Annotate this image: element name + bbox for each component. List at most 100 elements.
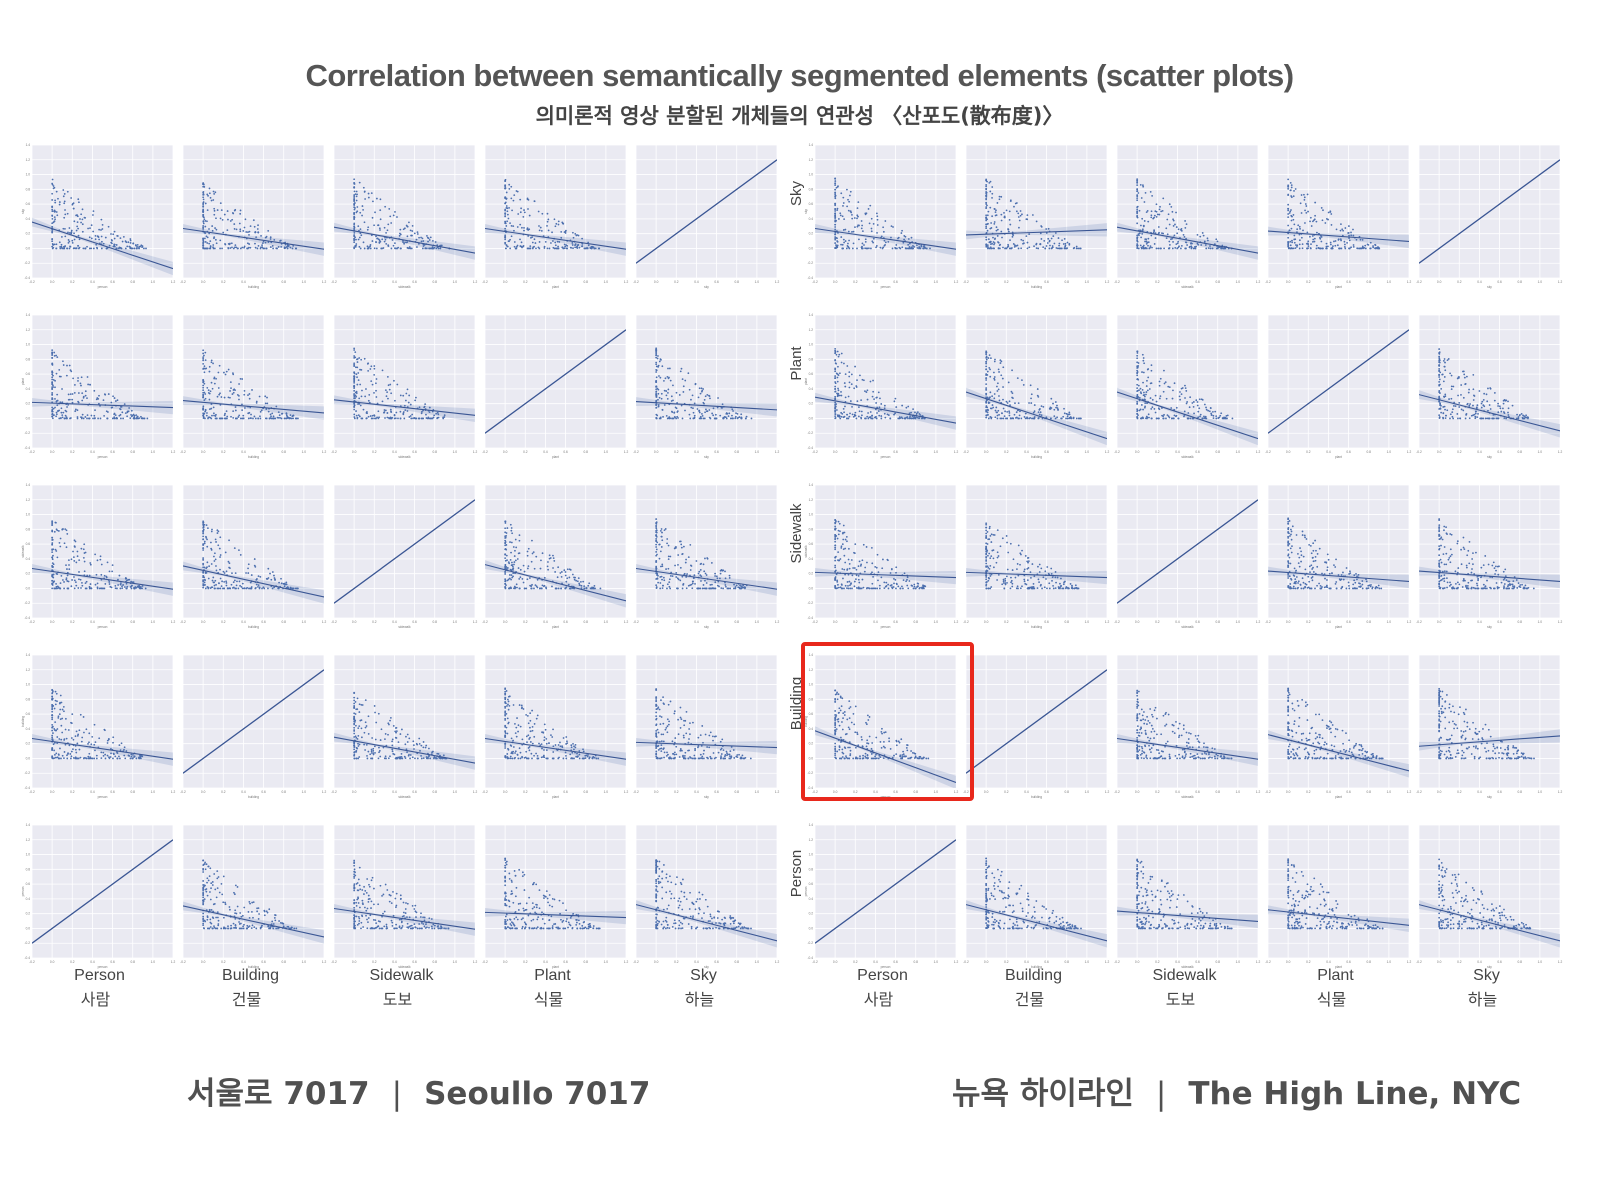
scatter-point <box>72 377 75 380</box>
scatter-point <box>377 712 380 715</box>
scatter-point <box>681 575 684 578</box>
scatter-point <box>505 191 508 194</box>
scatter-point <box>506 220 509 223</box>
scatter-point <box>54 521 57 524</box>
scatter-point <box>203 898 206 900</box>
scatter-point <box>56 585 59 588</box>
scatter-point <box>254 417 257 420</box>
scatter-point <box>53 243 56 246</box>
scatter-point <box>566 247 569 250</box>
scatter-point <box>94 409 96 412</box>
scatter-point <box>261 924 263 927</box>
scatter-point <box>241 409 244 412</box>
scatter-point <box>701 755 704 758</box>
scatter-point <box>243 393 246 396</box>
scatter-point <box>355 195 358 198</box>
scatter-point <box>716 577 719 580</box>
scatter-point <box>55 411 58 414</box>
x-tick-label: 1.2 <box>624 620 629 624</box>
x-tick-label: 0.0 <box>50 790 55 794</box>
scatter-point <box>72 207 75 210</box>
scatter-point <box>63 200 66 203</box>
scatter-point <box>504 542 507 545</box>
scatter-point <box>681 587 684 590</box>
scatter-point <box>133 755 136 758</box>
scatter-point <box>138 585 140 587</box>
scatter-point <box>366 878 369 880</box>
x-axis-label: plant <box>552 455 559 459</box>
scatter-point <box>666 375 669 378</box>
scatter-point <box>378 746 380 749</box>
scatter-point <box>268 908 271 911</box>
scatter-point <box>264 417 267 420</box>
scatter-point <box>689 417 692 420</box>
scatter-point <box>94 234 97 237</box>
scatter-point <box>536 586 539 589</box>
scatter-point <box>74 408 77 411</box>
scatter-point <box>209 926 212 928</box>
scatter-point <box>355 238 357 241</box>
scatter-point <box>78 578 80 581</box>
scatter-point <box>204 202 207 205</box>
scatter-point <box>424 403 427 406</box>
scatter-point <box>255 583 258 586</box>
scatter-point <box>222 901 225 904</box>
scatter-point <box>531 729 534 732</box>
scatter-point <box>284 247 287 249</box>
scatter-point <box>377 224 379 227</box>
scatter-point <box>559 745 562 748</box>
scatter-point <box>693 754 696 757</box>
scatter-point <box>378 927 381 930</box>
scatter-point <box>543 245 546 248</box>
scatter-point <box>358 711 361 713</box>
scatter-point <box>218 547 221 550</box>
scatter-point <box>208 232 211 235</box>
scatter-point <box>213 213 216 216</box>
scatter-point <box>552 728 554 731</box>
scatter-point <box>527 547 530 550</box>
scatter-point <box>511 751 513 754</box>
scatter-point <box>66 417 68 420</box>
scatter-point <box>202 896 205 899</box>
scatter-point <box>107 738 110 741</box>
scatter-point <box>362 208 364 211</box>
scatter-point <box>408 394 411 397</box>
scatter-point <box>357 414 360 416</box>
scatter-point <box>543 723 546 726</box>
scatter-point <box>699 753 702 756</box>
scatter-point <box>128 578 131 581</box>
scatter-point <box>208 365 211 368</box>
scatter-point <box>102 754 105 757</box>
scatter-point <box>360 927 362 930</box>
scatter-point <box>356 383 359 386</box>
scatter-point <box>411 234 413 237</box>
scatter-point <box>354 394 357 397</box>
scatter-point <box>97 417 100 420</box>
scatter-point <box>75 730 78 733</box>
scatter-point <box>555 587 557 590</box>
scatter-point <box>62 227 65 230</box>
scatter-point <box>219 247 221 250</box>
scatter-point <box>107 393 110 395</box>
scatter-point <box>204 351 207 354</box>
scatter-point <box>357 372 360 374</box>
scatter-point <box>119 749 122 752</box>
scatter-point <box>141 585 144 587</box>
scatter-point <box>711 412 714 415</box>
scatter-point <box>704 587 707 590</box>
scatter-point <box>592 587 595 590</box>
scatter-point <box>395 737 398 739</box>
scatter-point <box>294 587 297 590</box>
scatter-point <box>514 732 517 735</box>
scatter-point <box>202 902 205 905</box>
scatter-point <box>51 370 54 373</box>
scatter-point <box>504 755 507 757</box>
scatter-point <box>655 744 658 747</box>
scatter-point <box>258 395 261 398</box>
scatter-point <box>431 751 433 754</box>
scatter-point <box>363 221 366 224</box>
scatter-point <box>271 587 274 590</box>
y-tick-label: 0.4 <box>26 387 31 391</box>
x-tick-label: 1.0 <box>151 280 156 284</box>
